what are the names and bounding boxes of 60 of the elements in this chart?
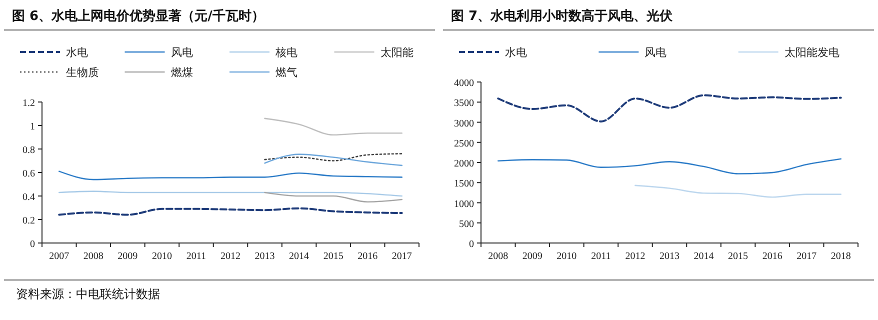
x-tick-label: 2017 [392,251,412,262]
legend-label: 生物质 [66,66,99,79]
legend-label: 风电 [644,46,667,59]
legend-label: 燃气 [276,66,298,79]
legend-label: 太阳能发电 [784,46,840,59]
y-tick-label: 2000 [454,158,474,170]
y-tick-label: 0.6 [22,168,35,180]
y-tick-label: 1 [30,122,35,132]
y-tick-label: 0.8 [22,145,35,156]
y-tick-label: 1000 [454,198,474,210]
x-tick-label: 2014 [289,251,310,262]
x-tick-label: 2016 [358,251,378,262]
y-tick-label: 1500 [454,178,474,190]
line-series [497,94,842,122]
x-tick-label: 2017 [796,251,817,262]
y-tick-label: 1.2 [22,98,35,109]
line-series [264,154,403,166]
y-tick-label: 500 [459,218,474,230]
x-tick-label: 2009 [118,251,138,262]
x-tick-label: 2011 [591,251,611,262]
legend-label: 水电 [505,46,527,59]
y-tick-label: 2500 [454,138,474,150]
line-series [264,118,403,136]
x-tick-label: 2011 [186,251,206,262]
y-tick-label: 0.4 [22,192,35,203]
y-tick-label: 4000 [454,78,474,89]
x-tick-label: 2015 [323,251,344,262]
x-tick-label: 2014 [694,251,714,262]
x-tick-label: 2010 [152,251,172,262]
x-tick-label: 2010 [556,251,577,262]
x-tick-label: 2016 [762,251,782,262]
line-series [264,153,403,162]
line-series [264,192,403,203]
line-series [58,207,403,216]
y-tick-label: 0.2 [22,216,35,226]
x-tick-label: 2008 [488,251,508,262]
y-tick-label: 3500 [454,98,474,110]
legend-label: 水电 [66,46,88,59]
x-tick-label: 2009 [522,251,542,262]
x-tick-label: 2013 [660,251,680,262]
legend-label: 风电 [170,46,193,59]
x-tick-label: 2012 [220,251,240,262]
x-tick-label: 2015 [728,251,748,262]
y-tick-label: 0 [30,239,35,250]
legend-label: 燃煤 [170,66,193,79]
chart-title: 图 7、水电利用小时数高于风电、光伏 [451,8,674,24]
line-series [497,158,842,174]
legend-label: 核电 [274,46,298,59]
y-tick-label: 3000 [454,118,474,130]
y-tick-label: 0 [469,239,474,250]
line-series [58,170,403,180]
x-tick-label: 2008 [83,251,104,262]
x-tick-label: 2018 [830,251,851,262]
x-tick-label: 2012 [625,251,646,262]
line-series [634,184,842,198]
legend-label: 太阳能 [380,46,414,59]
x-tick-label: 2007 [49,251,70,262]
chart-title: 图 6、水电上网电价优势显著（元/千瓦时） [12,8,264,24]
x-tick-label: 2013 [254,251,275,262]
text: 资料来源：中电联统计数据 [16,287,160,301]
